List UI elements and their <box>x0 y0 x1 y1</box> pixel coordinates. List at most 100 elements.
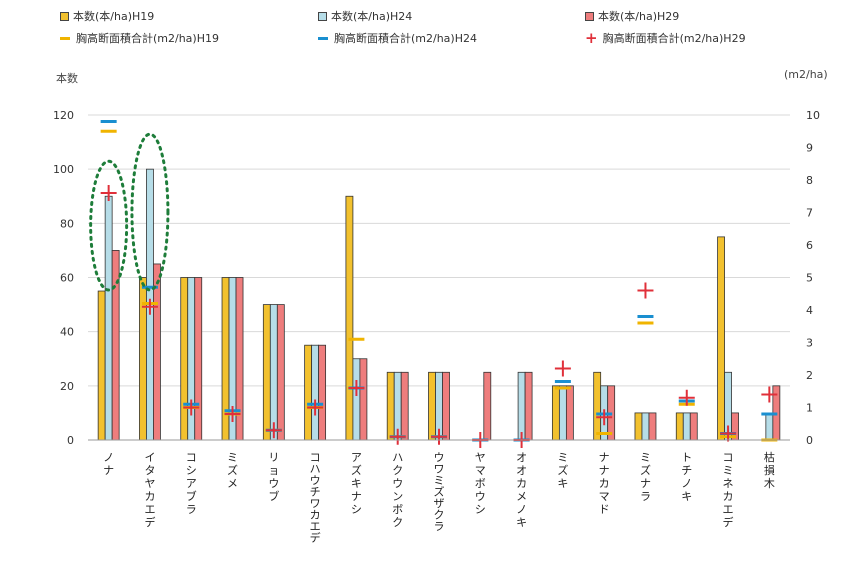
category-label-char: ウ <box>475 490 486 503</box>
category-label-char: ウ <box>310 474 321 487</box>
y-left-tick-label: 40 <box>60 326 74 339</box>
legend-item-mark-h29: + 胸高断面積合計(m2/ha)H29 <box>585 30 746 46</box>
category-label-char: ズ <box>227 463 238 477</box>
bar-h19 <box>139 277 147 441</box>
legend-label-bar-h29: 本数(本/ha)H29 <box>598 10 680 23</box>
category-label-char: ブ <box>268 489 279 503</box>
bar-h24 <box>765 412 774 441</box>
category-label-char: タ <box>144 464 155 477</box>
legend-item-mark-h24: 胸高断面積合計(m2/ha)H24 <box>318 30 477 46</box>
category-label: リョウブ <box>268 451 279 503</box>
category-label: ミズナラ <box>640 451 651 503</box>
category-label-char: ザ <box>434 497 445 510</box>
bar-h19 <box>675 412 684 441</box>
y-right-tick-label: 4 <box>806 304 813 317</box>
y-axis-left-title: 本数 <box>56 72 78 85</box>
bar-h19 <box>97 290 106 441</box>
bar-h29 <box>689 412 698 441</box>
y-left-tick-label: 120 <box>53 109 74 122</box>
bar-h19 <box>634 412 643 441</box>
category-label-char: ラ <box>186 503 197 516</box>
y-left-tick-label: 100 <box>53 163 74 176</box>
bar-h19 <box>221 277 230 441</box>
bar-h29 <box>318 344 327 441</box>
category-label-char: ズ <box>557 463 568 477</box>
category-label-char: リ <box>268 451 279 464</box>
legend-label-bar-h24: 本数(本/ha)H24 <box>331 10 413 23</box>
bar-h19 <box>180 277 189 441</box>
bar-h24 <box>187 277 196 441</box>
category-label-char: メ <box>516 490 527 503</box>
y-right-tick-label: 3 <box>806 337 813 350</box>
category-label-char: ョ <box>268 464 279 477</box>
legend-item-mark-h19: 胸高断面積合計(m2/ha)H19 <box>60 30 219 46</box>
category-label-char: ヤ <box>144 477 155 490</box>
bar-h19 <box>717 236 725 441</box>
y-right-tick-label: 5 <box>806 272 813 285</box>
category-label: トチノキ <box>681 451 692 503</box>
marker-h29 <box>141 298 158 315</box>
category-label-char: ハ <box>310 463 321 476</box>
category-label-char: ノ <box>516 503 527 516</box>
bar-h19 <box>262 304 271 441</box>
category-label-char: カ <box>144 490 155 503</box>
marker-h29 <box>265 422 282 439</box>
category-label-char: ワ <box>434 463 445 476</box>
category-label-char: 損 <box>764 463 775 477</box>
y-left-tick-label: 60 <box>60 272 74 285</box>
category-label-char: ノ <box>103 451 114 464</box>
marker-h29 <box>183 399 200 416</box>
category-label: アズキナシ <box>351 451 362 516</box>
category-label-char: ネ <box>723 477 734 490</box>
marker-h29 <box>224 406 241 422</box>
y-axis-right-title: (m2/ha) <box>784 68 828 81</box>
category-label-char: シ <box>351 503 362 516</box>
marker-h29 <box>678 389 695 406</box>
category-label-char: チ <box>681 464 692 477</box>
category-label-char: ミ <box>434 474 445 487</box>
y-right-tick-label: 9 <box>806 142 813 155</box>
category-label: コシアブラ <box>186 451 197 516</box>
category-label-char: 枯 <box>764 450 775 464</box>
marker-h29 <box>100 185 117 201</box>
bar-h24 <box>311 344 320 441</box>
category-label-char: ラ <box>434 520 445 533</box>
category-label-char: ド <box>599 503 610 516</box>
category-label-char: ナ <box>599 464 610 477</box>
category-label-char: ン <box>392 490 403 503</box>
y-right-tick-label: 0 <box>806 434 813 447</box>
category-label-char: シ <box>475 503 486 516</box>
category-label-char: ミ <box>723 464 734 477</box>
category-label: オオカメノキ <box>516 451 527 529</box>
category-label-char: エ <box>144 503 155 516</box>
marker-h29 <box>720 425 737 442</box>
bar-h24 <box>682 412 691 441</box>
legend-label-mark-h19: 胸高断面積合計(m2/ha)H19 <box>76 32 219 45</box>
legend-label-mark-h29: 胸高断面積合計(m2/ha)H29 <box>602 32 746 45</box>
category-label-char: ト <box>681 451 692 464</box>
category-label-char: キ <box>516 516 527 529</box>
bar-h29 <box>524 371 533 441</box>
category-label: ウワミズザクラ <box>434 451 445 533</box>
bar-h24 <box>641 412 650 441</box>
bars-layer <box>97 168 781 441</box>
category-label-char: ア <box>351 451 362 464</box>
category-label-char: ハ <box>392 451 403 464</box>
category-label-char: ズ <box>434 485 445 499</box>
axis-layer: 020406080100120012345678910ノナイタヤカエデコシアブラ… <box>53 109 820 545</box>
bar-h29 <box>153 263 161 441</box>
category-label-char: メ <box>227 477 238 490</box>
category-label: ミズメ <box>227 451 238 490</box>
legend-label-mark-h24: 胸高断面積合計(m2/ha)H24 <box>334 32 477 45</box>
bar-h24 <box>269 304 278 441</box>
legend-swatch-bar-h24 <box>318 11 327 21</box>
category-label-char: キ <box>557 477 568 490</box>
y-left-tick-label: 20 <box>60 380 74 393</box>
bar-h29 <box>442 371 450 441</box>
category-label-char: デ <box>310 531 321 545</box>
category-label: 枯損木 <box>764 450 775 490</box>
category-label-char: ノ <box>681 477 692 490</box>
y-right-tick-label: 8 <box>806 174 813 187</box>
bar-h19 <box>345 195 354 441</box>
category-label: ノナ <box>103 451 114 477</box>
